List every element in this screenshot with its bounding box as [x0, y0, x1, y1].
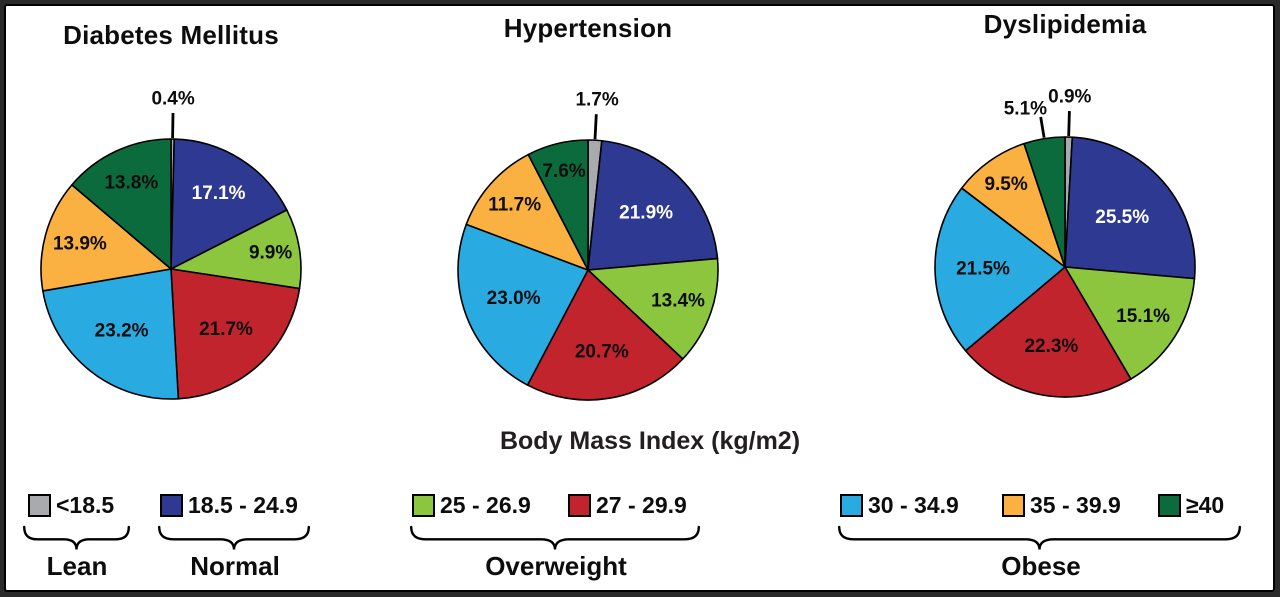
- pie-slice-27-29-9: [526, 269, 684, 401]
- pie-slice-35-39-9: [465, 153, 589, 271]
- legend-label: 25 - 26.9: [440, 491, 531, 518]
- pie-slice-25-26-9: [1064, 266, 1196, 380]
- pie-chart-dyslipidemia: 0.9% 25.5% 15.1% 22.3% 21.5% 9.5% 5.1%: [934, 87, 1196, 398]
- slice-value-label: 9.9%: [249, 242, 292, 263]
- slice-value-label: 21.9%: [619, 203, 673, 224]
- callout-line: [1067, 111, 1071, 137]
- pie-slice-35-39-9: [960, 142, 1066, 268]
- brace-obese: [838, 525, 1241, 550]
- legend-swatch: [160, 493, 183, 517]
- pie-slice-30-34-9: [42, 268, 180, 400]
- slice-value-label: 25.5%: [1095, 207, 1149, 228]
- pie-slice-40: [1023, 136, 1066, 268]
- pie-slice-30-34-9: [934, 187, 1066, 352]
- legend-item-27-29-9: 27 - 29.9: [568, 492, 687, 518]
- legend-item-25-26-9: 25 - 26.9: [412, 492, 531, 518]
- slice-value-label: 9.5%: [984, 174, 1027, 195]
- pie-slice-27-29-9: [964, 266, 1132, 398]
- pie-slice-25-26-9: [587, 257, 719, 360]
- slice-value-label: 5.1%: [1004, 99, 1047, 120]
- legend-swatch: [568, 493, 591, 517]
- slice-value-label: 21.7%: [199, 319, 253, 340]
- group-label-lean: Lean: [46, 551, 108, 581]
- brace-overweight: [410, 525, 700, 550]
- legend-item-18-5-24-9: 18.5 - 24.9: [160, 492, 298, 518]
- pie-title-hypertension: Hypertension: [503, 13, 673, 43]
- legend-swatch: [840, 493, 863, 517]
- slice-value-label: 13.4%: [651, 291, 705, 312]
- pie-title-diabetes-mellitus: Diabetes Mellitus: [63, 20, 279, 50]
- brace-normal: [158, 525, 310, 550]
- slice-value-label: 13.9%: [53, 234, 107, 255]
- pie-slice-18-5-24-9: [1064, 136, 1196, 280]
- pie-slice-40: [527, 139, 589, 271]
- legend-item-40: ≥40: [1158, 492, 1224, 518]
- slice-value-label: 1.7%: [575, 90, 618, 111]
- pie-title-dyslipidemia: Dyslipidemia: [983, 9, 1147, 39]
- pie-chart-hypertension: 1.7% 21.9% 13.4% 20.7% 23.0% 11.7%7.6%: [457, 90, 719, 401]
- group-label-normal: Normal: [190, 551, 280, 581]
- slice-value-label: 13.8%: [104, 173, 158, 194]
- legend-label: 27 - 29.9: [596, 491, 687, 518]
- slice-value-label: 22.3%: [1024, 336, 1078, 357]
- legend-swatch: [28, 493, 51, 517]
- pie-slice-40: [71, 138, 172, 270]
- callout-line: [1039, 116, 1046, 138]
- legend-label: 30 - 34.9: [868, 491, 959, 518]
- slice-value-label: 11.7%: [488, 195, 541, 216]
- legend-label: 18.5 - 24.9: [188, 491, 298, 518]
- slice-value-label: 23.2%: [95, 321, 149, 342]
- legend-item-30-34-9: 30 - 34.9: [840, 492, 959, 518]
- legend-swatch: [1158, 493, 1181, 517]
- slice-value-label: 20.7%: [575, 342, 629, 363]
- legend-item-18-5: <18.5: [28, 492, 114, 518]
- legend-swatch: [1002, 493, 1025, 517]
- slice-value-label: 21.5%: [956, 258, 1010, 279]
- pie-slice-18-5-24-9: [587, 139, 719, 271]
- legend-label: <18.5: [56, 491, 115, 518]
- pie-slice-30-34-9: [457, 223, 589, 386]
- pie-slice-18-5-24-9: [170, 138, 288, 270]
- slice-value-label: 0.9%: [1048, 87, 1091, 108]
- legend-label: 35 - 39.9: [1030, 491, 1121, 518]
- brace-lean: [23, 525, 130, 550]
- legend-label: ≥40: [1186, 491, 1225, 518]
- legend-swatch: [412, 493, 435, 517]
- group-label-obese: Obese: [1001, 551, 1081, 581]
- pie-slice-25-26-9: [170, 209, 302, 290]
- slice-value-label: 15.1%: [1116, 306, 1170, 327]
- pie-chart-diabetes-mellitus: 0.4% 17.1% 9.9% 21.7% 23.2% 13.9% 13.8%: [40, 89, 302, 400]
- callout-line: [593, 114, 598, 140]
- slice-value-label: 7.6%: [542, 161, 585, 182]
- legend-item-35-39-9: 35 - 39.9: [1002, 492, 1121, 518]
- pie-slice-27-29-9: [170, 268, 301, 400]
- group-label-overweight: Overweight: [485, 551, 627, 581]
- bmi-axis-title: Body Mass Index (kg/m2): [499, 427, 801, 455]
- pie-slice-35-39-9: [40, 184, 172, 292]
- slice-value-label: 0.4%: [151, 89, 194, 110]
- slice-value-label: 23.0%: [487, 288, 541, 309]
- slice-value-label: 17.1%: [192, 183, 246, 204]
